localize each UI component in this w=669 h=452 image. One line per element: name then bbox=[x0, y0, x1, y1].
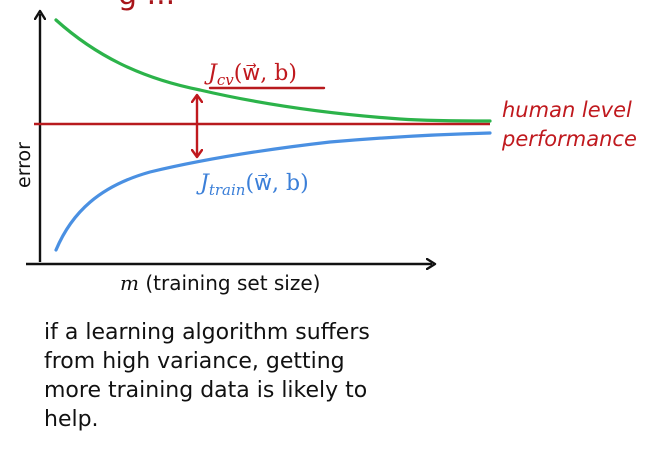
y-axis-label: error bbox=[13, 142, 35, 188]
caption-line-4: help. bbox=[44, 407, 99, 432]
cv-label-sub: cv bbox=[217, 71, 234, 89]
title-fragment: g ... bbox=[118, 0, 175, 12]
train-error-curve bbox=[54, 131, 492, 252]
caption-line-2: from high variance, getting bbox=[44, 349, 345, 374]
caption: if a learning algorithm suffers from hig… bbox=[44, 318, 474, 434]
human-level-label-line-1: human level bbox=[502, 98, 632, 122]
caption-line-3: more training data is likely to bbox=[44, 378, 368, 403]
cv-label: Jcv(w⃗, b) bbox=[204, 61, 297, 89]
caption-line-1: if a learning algorithm suffers bbox=[44, 320, 370, 345]
train-label-args: (w⃗, b) bbox=[245, 171, 308, 196]
cv-error-curve bbox=[54, 18, 492, 123]
x-axis-text: (training set size) bbox=[139, 271, 321, 295]
human-level-label-line-2: performance bbox=[501, 127, 637, 151]
x-axis-variable: m bbox=[120, 271, 139, 295]
train-label: Jtrain(w⃗, b) bbox=[196, 171, 309, 199]
train-label-main: J bbox=[196, 171, 210, 196]
human-level-label: human level performance bbox=[501, 98, 639, 151]
x-axis-label: m (training set size) bbox=[120, 271, 320, 295]
train-label-sub: train bbox=[209, 181, 246, 199]
cv-label-main: J bbox=[204, 61, 218, 86]
cv-label-args: (w⃗, b) bbox=[234, 61, 297, 86]
